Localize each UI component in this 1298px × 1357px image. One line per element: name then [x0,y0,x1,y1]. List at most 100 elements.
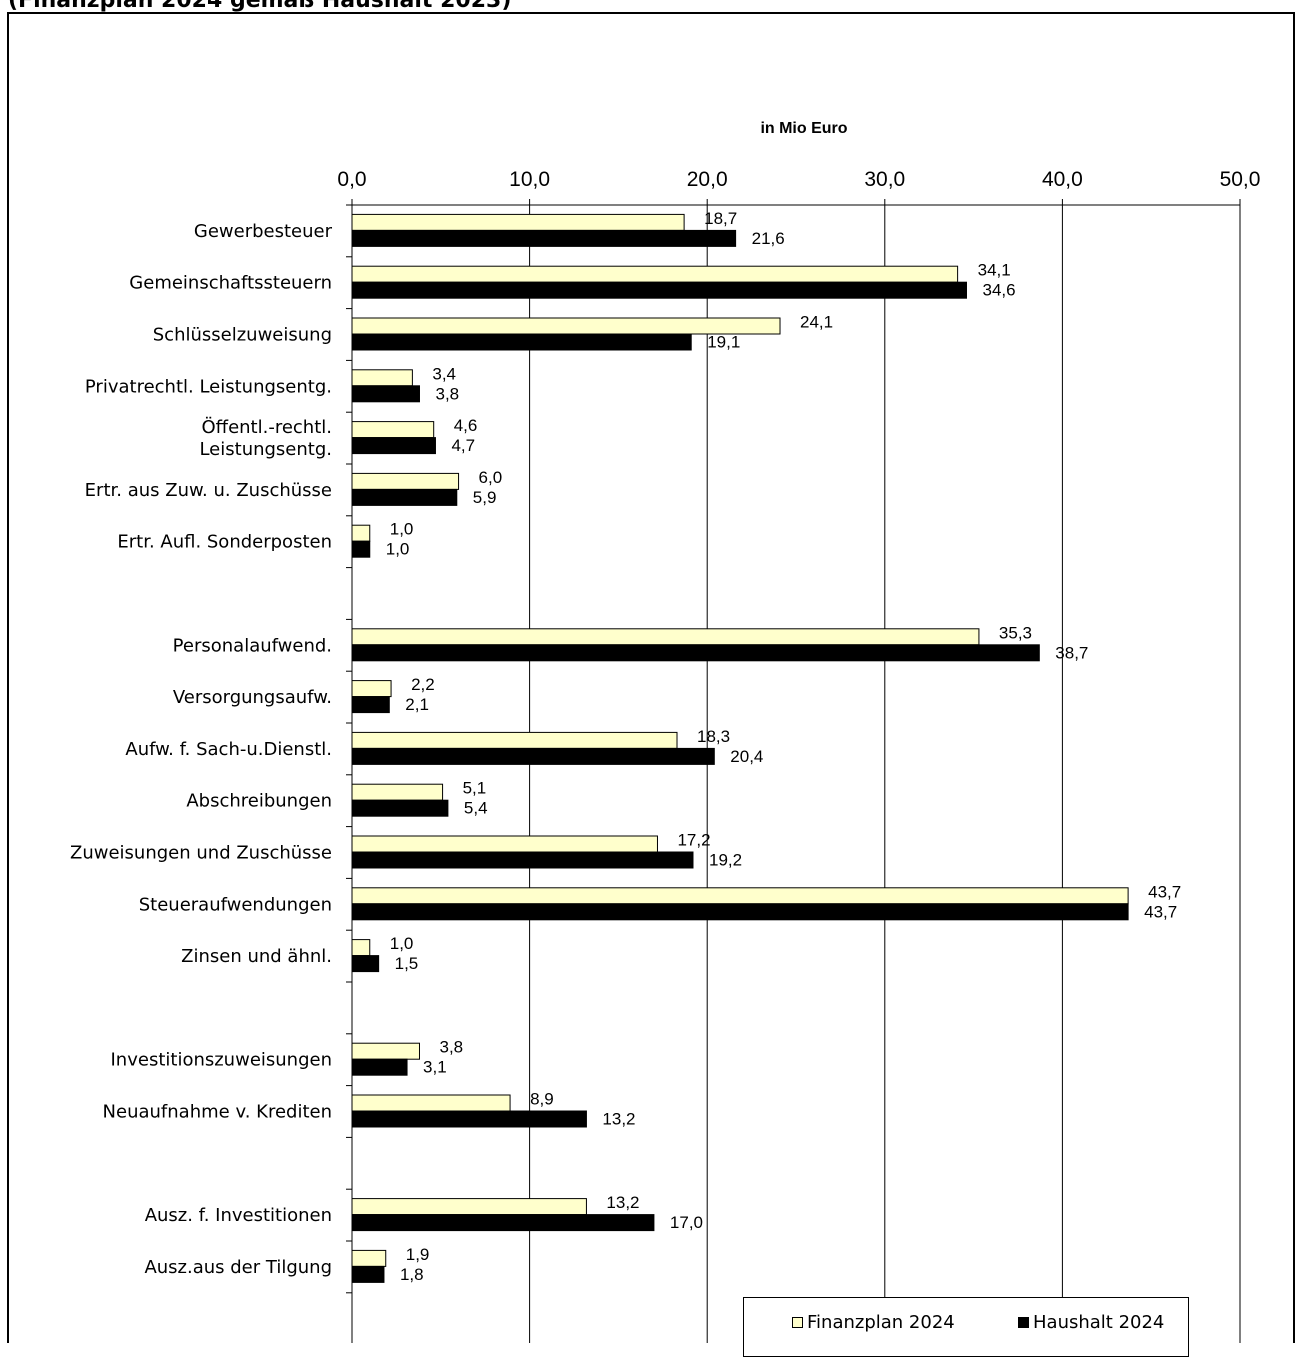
bar-haushalt [351,851,694,869]
bar-haushalt [351,333,692,351]
bar-haushalt [351,644,1040,662]
x-tick-label: 50,0 [1220,168,1261,191]
data-label-haushalt: 4,7 [451,436,475,455]
chart-frame [7,12,1295,1343]
bar-haushalt [351,385,420,403]
x-tick-label: 10,0 [509,168,550,191]
category-label: Schlüsselzuweisung [153,325,332,346]
data-label-finanzplan: 18,3 [697,727,730,746]
bar-finanzplan [351,213,685,231]
data-label-haushalt: 34,6 [982,281,1015,300]
legend-item-haushalt: Haushalt 2024 [1018,1312,1164,1333]
bar-finanzplan [351,939,371,957]
bar-haushalt [351,1110,587,1128]
bar-finanzplan [351,628,980,646]
category-label: Ertr. Aufl. Sonderposten [117,532,332,553]
data-label-haushalt: 19,2 [709,851,742,870]
data-label-finanzplan: 3,8 [439,1038,463,1057]
data-label-haushalt: 1,5 [395,954,419,973]
bar-finanzplan [351,887,1129,905]
legend-item-finanzplan: Finanzplan 2024 [792,1312,955,1333]
bar-finanzplan [351,1094,511,1112]
category-label: Versorgungsaufw. [173,687,332,708]
data-label-finanzplan: 5,1 [463,779,487,798]
category-label: Ertr. aus Zuw. u. Zuschüsse [85,480,332,501]
data-label-haushalt: 5,9 [473,488,497,507]
bar-haushalt [351,1214,655,1232]
category-label: Öffentl.-rechtl. Leistungsentg. [199,416,332,460]
legend: Finanzplan 2024 Haushalt 2024 [743,1297,1189,1357]
data-label-finanzplan: 18,7 [704,209,737,228]
bar-haushalt [351,747,715,765]
bar-finanzplan [351,472,460,490]
data-label-haushalt: 21,6 [752,229,785,248]
bar-haushalt [351,229,737,247]
category-label: Steueraufwendungen [139,894,332,915]
bar-finanzplan [351,1249,387,1267]
bar-finanzplan [351,731,678,749]
data-label-haushalt: 2,1 [405,695,429,714]
category-label: Abschreibungen [186,791,332,812]
data-label-haushalt: 38,7 [1055,643,1088,662]
data-label-finanzplan: 13,2 [606,1193,639,1212]
x-tick-label: 0,0 [337,168,366,191]
data-label-haushalt: 43,7 [1144,902,1177,921]
category-label: Gewerbesteuer [194,221,333,242]
category-label: Zuweisungen und Zuschüsse [70,843,332,864]
data-label-finanzplan: 24,1 [800,313,833,332]
data-label-haushalt: 5,4 [464,799,488,818]
x-tick-label: 20,0 [687,168,728,191]
bar-finanzplan [351,421,435,439]
category-label: Investitionszuweisungen [111,1050,333,1071]
legend-label-finanzplan: Finanzplan 2024 [807,1312,955,1333]
data-label-haushalt: 3,1 [423,1058,447,1077]
category-label: Gemeinschaftssteuern [129,273,332,294]
bar-finanzplan [351,369,413,387]
data-label-haushalt: 1,8 [400,1265,424,1284]
bar-finanzplan [351,265,959,283]
data-label-finanzplan: 8,9 [530,1090,554,1109]
data-label-haushalt: 17,0 [670,1213,703,1232]
bar-finanzplan [351,783,444,801]
data-label-haushalt: 1,0 [386,540,410,559]
category-label: Zinsen und ähnl. [181,946,332,967]
legend-swatch-haushalt [1018,1317,1029,1328]
axis-unit-label: in Mio Euro [760,120,847,137]
bar-haushalt [351,955,380,973]
bar-haushalt [351,540,371,558]
category-label: Privatrechtl. Leistungsentg. [85,376,332,397]
category-label: Aufw. f. Sach-u.Dienstl. [125,739,332,760]
bar-haushalt [351,1058,408,1076]
data-label-finanzplan: 4,6 [454,416,478,435]
data-label-finanzplan: 34,1 [978,261,1011,280]
category-label: Ausz.aus der Tilgung [144,1257,332,1278]
data-label-haushalt: 13,2 [602,1110,635,1129]
x-tick-label: 40,0 [1042,168,1083,191]
x-tick-label: 30,0 [864,168,905,191]
data-label-finanzplan: 17,2 [677,831,710,850]
data-label-finanzplan: 35,3 [999,623,1032,642]
page-title: (Finanzplan 2024 gemäß Haushalt 2023) [8,0,512,13]
bar-finanzplan [351,1042,420,1060]
legend-label-haushalt: Haushalt 2024 [1033,1312,1165,1333]
data-label-finanzplan: 1,0 [390,520,414,539]
legend-swatch-finanzplan [792,1317,803,1328]
data-label-finanzplan: 3,4 [432,364,456,383]
data-label-finanzplan: 2,2 [411,675,435,694]
bar-finanzplan [351,680,392,698]
data-label-haushalt: 20,4 [730,747,763,766]
bar-haushalt [351,437,436,455]
bar-haushalt [351,1265,385,1283]
bar-finanzplan [351,524,371,542]
bar-haushalt [351,799,449,817]
category-label: Neuaufnahme v. Krediten [103,1102,332,1123]
data-label-finanzplan: 43,7 [1148,882,1181,901]
data-label-finanzplan: 1,0 [390,934,414,953]
data-label-haushalt: 3,8 [435,384,459,403]
bar-haushalt [351,903,1129,921]
data-label-haushalt: 19,1 [707,333,740,352]
bar-haushalt [351,696,390,714]
bar-finanzplan [351,835,658,853]
bar-finanzplan [351,1198,587,1216]
